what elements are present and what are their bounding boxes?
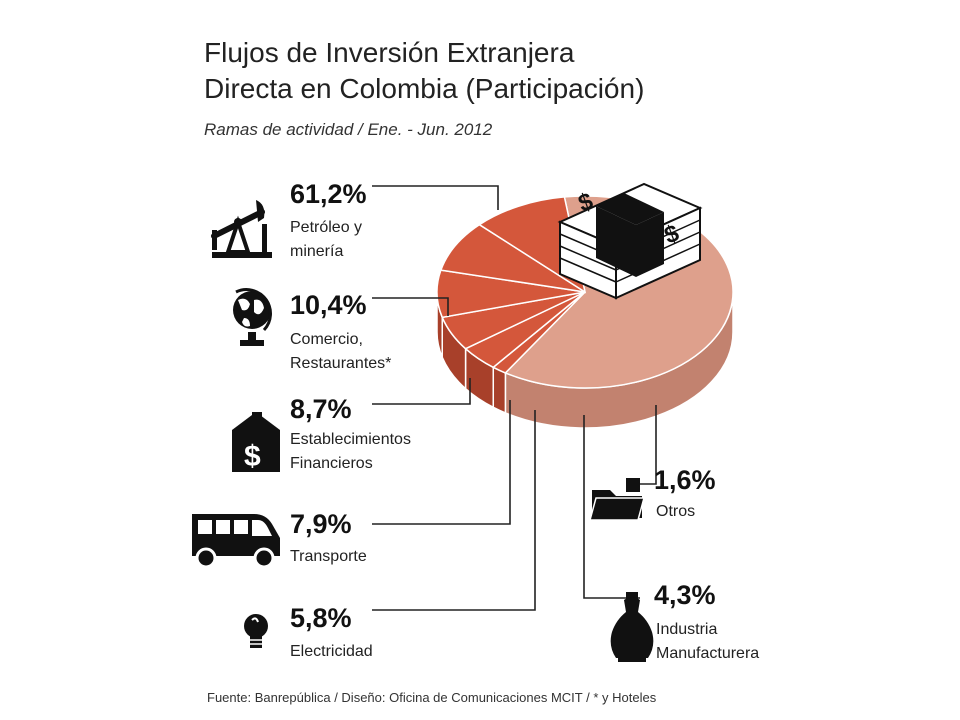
category-label-industria-2: Manufacturera xyxy=(656,645,759,662)
oil-pump-icon xyxy=(211,200,272,258)
category-label-comercio-2: Restaurantes* xyxy=(290,355,391,372)
leader-line-financieros xyxy=(372,378,471,405)
category-label-petroleo-1: Petróleo y xyxy=(290,219,362,236)
chart-subtitle: Ramas de actividad / Ene. - Jun. 2012 xyxy=(204,120,493,139)
chart-title-line-2: Directa en Colombia (Participación) xyxy=(204,73,644,104)
value-label-comercio: 10,4% xyxy=(290,290,367,320)
value-label-transporte: 7,9% xyxy=(290,509,352,539)
money-stack-icon: $ $ xyxy=(557,182,703,300)
value-label-financieros: 8,7% xyxy=(290,394,352,424)
pie-slice-comercio xyxy=(478,196,587,294)
category-label-financieros-1: Establecimientos xyxy=(290,431,411,448)
bank-building-icon: $ xyxy=(232,412,280,473)
category-label-petroleo-2: minería xyxy=(290,243,343,260)
pie-side-otros xyxy=(492,366,507,415)
value-label-electricidad: 5,8% xyxy=(290,603,352,633)
value-label-petroleo: 61,2% xyxy=(290,179,367,209)
leader-line-electricidad xyxy=(372,410,536,611)
category-label-financieros-2: Financieros xyxy=(290,455,373,472)
category-label-electricidad: Electricidad xyxy=(290,643,373,660)
light-bulb-icon xyxy=(244,614,268,648)
value-label-otros: 1,6% xyxy=(654,465,716,495)
value-label-industria: 4,3% xyxy=(654,580,716,610)
leader-line-comercio xyxy=(372,297,449,316)
category-label-transporte: Transporte xyxy=(290,548,367,565)
leader-line-transporte xyxy=(372,400,511,525)
globe-icon xyxy=(233,288,272,346)
chart-title-line-1: Flujos de Inversión Extranjera xyxy=(204,37,575,68)
category-label-industria-1: Industria xyxy=(656,621,717,638)
leader-line-industria xyxy=(583,415,640,599)
category-label-otros: Otros xyxy=(656,503,695,520)
van-icon xyxy=(192,514,280,569)
leader-line-petroleo xyxy=(372,185,499,210)
source-note: Fuente: Banrepública / Diseño: Oficina d… xyxy=(207,690,657,705)
leader-line-otros xyxy=(640,405,657,485)
dress-form-icon xyxy=(610,592,654,662)
category-label-comercio-1: Comercio, xyxy=(290,331,363,348)
folder-icon xyxy=(589,478,645,521)
svg-text:$: $ xyxy=(244,440,261,473)
